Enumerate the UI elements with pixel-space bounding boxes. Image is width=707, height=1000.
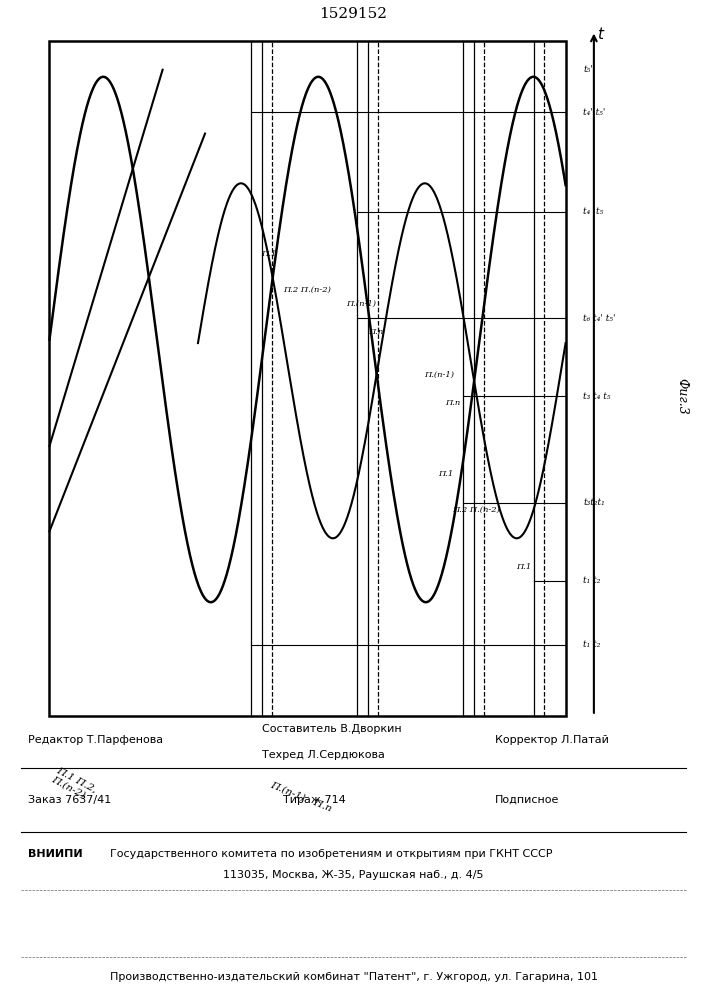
Text: Редактор Т.Парфенова: Редактор Т.Парфенова [28, 735, 163, 745]
Text: Фиг.3: Фиг.3 [676, 378, 689, 415]
Text: Техред Л.Сердюкова: Техред Л.Сердюкова [262, 750, 385, 760]
Text: Составитель В.Дворкин: Составитель В.Дворкин [262, 724, 401, 734]
Text: t₄  t₅: t₄ t₅ [583, 207, 604, 216]
Text: Заказ 7637/41: Заказ 7637/41 [28, 795, 112, 805]
Text: П.1: П.1 [262, 250, 277, 258]
Text: t₆ t₄' t₅': t₆ t₄' t₅' [583, 314, 616, 323]
Text: П.2 П.(n-2): П.2 П.(n-2) [452, 506, 501, 514]
Text: t₁ t₂: t₁ t₂ [583, 640, 601, 649]
Text: 1529152: 1529152 [320, 7, 387, 21]
Text: t₅'': t₅'' [583, 65, 595, 74]
Text: Производственно-издательский комбинат "Патент", г. Ужгород, ул. Гагарина, 101: Производственно-издательский комбинат "П… [110, 972, 597, 982]
Text: П.(n-1): П.(n-1) [424, 371, 454, 379]
Bar [49, 41, 566, 716]
Text: П.(n-1): П.(n-1) [346, 300, 376, 308]
Text: Корректор Л.Патай: Корректор Л.Патай [495, 735, 609, 745]
Text: t: t [597, 27, 603, 42]
Text: Государственного комитета по изобретениям и открытиям при ГКНТ СССР: Государственного комитета по изобретения… [110, 849, 552, 859]
Text: Тираж 714: Тираж 714 [283, 795, 346, 805]
Text: П.1: П.1 [438, 470, 454, 478]
Text: П.(n-1)   П.n: П.(n-1) П.n [269, 780, 333, 813]
Text: П.2 П.(n-2): П.2 П.(n-2) [283, 286, 331, 294]
Text: ВНИИПИ: ВНИИПИ [28, 849, 83, 859]
Text: П.n: П.n [368, 328, 383, 336]
Text: П.1 П.2,
П.(n-2): П.1 П.2, П.(n-2) [49, 766, 98, 803]
Text: t₁ t₂: t₁ t₂ [583, 576, 601, 585]
Text: 113035, Москва, Ж-35, Раушская наб., д. 4/5: 113035, Москва, Ж-35, Раушская наб., д. … [223, 870, 484, 880]
Text: П.n: П.n [445, 399, 461, 407]
Text: t₃t₂t₁: t₃t₂t₁ [583, 498, 605, 507]
Text: П.1: П.1 [516, 563, 532, 571]
Text: t₄' t₅': t₄' t₅' [583, 108, 606, 117]
Text: t₃ t₄ t₅: t₃ t₄ t₅ [583, 392, 611, 401]
Text: Подписное: Подписное [495, 795, 559, 805]
